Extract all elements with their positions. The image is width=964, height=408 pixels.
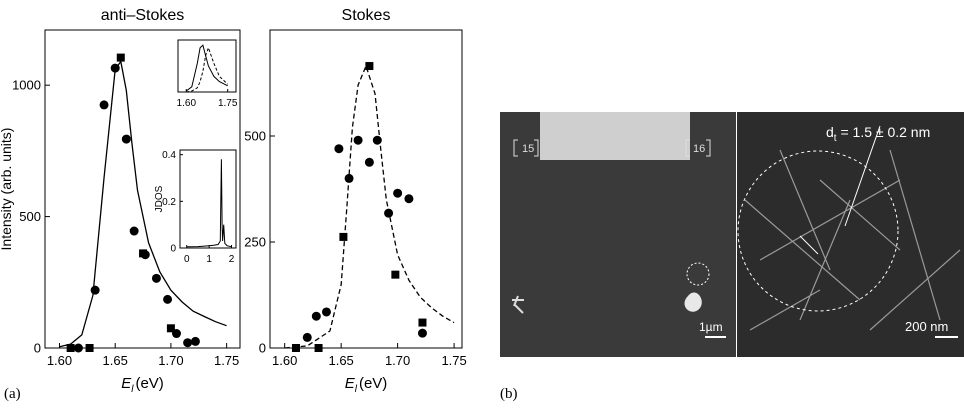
chart-title: Stokes xyxy=(342,7,391,24)
square-marker xyxy=(291,344,300,352)
circle-marker xyxy=(353,135,363,145)
x-tick-label: 1.75 xyxy=(441,353,466,368)
annotation-text: = 1.5 ± 0.2 nm xyxy=(837,124,931,140)
sem-image-left: 15 16 1µm xyxy=(500,112,736,357)
marker-label: 15 xyxy=(522,143,534,155)
circle-marker xyxy=(364,157,374,167)
circle-marker xyxy=(372,135,382,145)
y-tick-label: 0.4 xyxy=(162,150,176,161)
circle-marker xyxy=(163,294,173,304)
square-marker xyxy=(391,270,400,279)
x-tick-label: 1.65 xyxy=(103,353,128,368)
annotation-symbol: d xyxy=(826,124,834,140)
scale-bar-label: 200 nm xyxy=(905,319,948,334)
curve xyxy=(186,159,232,248)
curve xyxy=(185,44,228,92)
annotation-sub: t xyxy=(834,133,837,144)
circle-marker xyxy=(110,63,120,73)
x-tick-label: 2 xyxy=(229,254,235,265)
circle-marker xyxy=(344,173,354,183)
circle-marker xyxy=(73,343,83,353)
x-tick-label: 1.70 xyxy=(158,353,183,368)
circle-marker xyxy=(384,208,394,218)
chart-title: anti–Stokes xyxy=(101,7,185,24)
x-tick-label: 1 xyxy=(206,254,212,265)
x-axis-unit: (eV) xyxy=(359,375,387,392)
plot-frame xyxy=(44,29,241,349)
plot-frame xyxy=(177,39,237,93)
x-axis-label: El (eV) xyxy=(345,375,388,395)
y-tick-label: 0 xyxy=(34,341,41,356)
y-tick-label: 0.2 xyxy=(162,197,176,208)
circle-marker xyxy=(321,307,331,317)
x-tick-label: 1.75 xyxy=(218,98,238,109)
square-marker xyxy=(314,344,323,352)
x-tick-label: 1.60 xyxy=(47,353,72,368)
x-axis-symbol: E xyxy=(121,375,132,392)
circle-marker xyxy=(183,338,193,348)
circle-marker xyxy=(393,188,403,198)
x-tick-label: 1.70 xyxy=(385,353,410,368)
x-axis-label: El (eV) xyxy=(121,375,164,395)
circle-marker xyxy=(90,285,100,295)
circle-marker xyxy=(417,328,427,338)
afm-image-right: dt = 1.5 ± 0.2 nm 200 nm xyxy=(737,112,964,357)
y-tick-label: 0 xyxy=(259,341,266,356)
circle-marker xyxy=(129,226,139,236)
circle-marker xyxy=(121,134,131,144)
square-marker xyxy=(85,344,94,352)
x-tick-label: 0 xyxy=(184,254,190,265)
circle-marker xyxy=(404,194,414,204)
square-marker xyxy=(365,62,374,71)
plot-frame xyxy=(269,29,463,349)
square-marker xyxy=(66,344,75,352)
y-axis-label: JDOS xyxy=(154,185,165,212)
square-marker xyxy=(339,232,348,241)
plot-frame xyxy=(179,149,237,249)
panel-label: (b) xyxy=(500,386,518,402)
circle-marker xyxy=(190,336,200,346)
x-axis-unit: (eV) xyxy=(135,375,163,392)
curve xyxy=(284,64,455,349)
y-tick-label: 500 xyxy=(244,129,266,144)
x-axis-sub: l xyxy=(355,384,358,395)
y-tick-label: 0 xyxy=(170,244,176,255)
circle-marker xyxy=(99,100,109,110)
x-tick-label: 1.75 xyxy=(214,353,239,368)
panel-label: (a) xyxy=(4,386,21,402)
y-axis-label: Intensity (arb. units) xyxy=(0,128,14,251)
circle-marker xyxy=(151,273,161,283)
x-tick-label: 1.60 xyxy=(177,98,197,109)
x-tick-label: 1.65 xyxy=(328,353,353,368)
scale-bar-label: 1µm xyxy=(699,320,723,334)
x-axis-symbol: E xyxy=(345,375,356,392)
x-axis-sub: l xyxy=(131,384,134,395)
square-marker xyxy=(139,249,148,258)
square-marker xyxy=(166,324,175,333)
marker-label: 16 xyxy=(693,143,705,155)
y-tick-label: 500 xyxy=(19,209,41,224)
x-tick-label: 1.60 xyxy=(272,353,297,368)
circle-marker xyxy=(311,311,321,321)
circle-marker xyxy=(302,332,312,342)
square-marker xyxy=(418,318,427,327)
curve xyxy=(186,46,229,93)
curve xyxy=(59,59,227,348)
annotation: dt = 1.5 ± 0.2 nm xyxy=(826,124,930,144)
circle-marker xyxy=(334,144,344,154)
square-marker xyxy=(116,53,125,62)
y-tick-label: 1000 xyxy=(12,78,41,93)
y-tick-label: 250 xyxy=(244,235,266,250)
